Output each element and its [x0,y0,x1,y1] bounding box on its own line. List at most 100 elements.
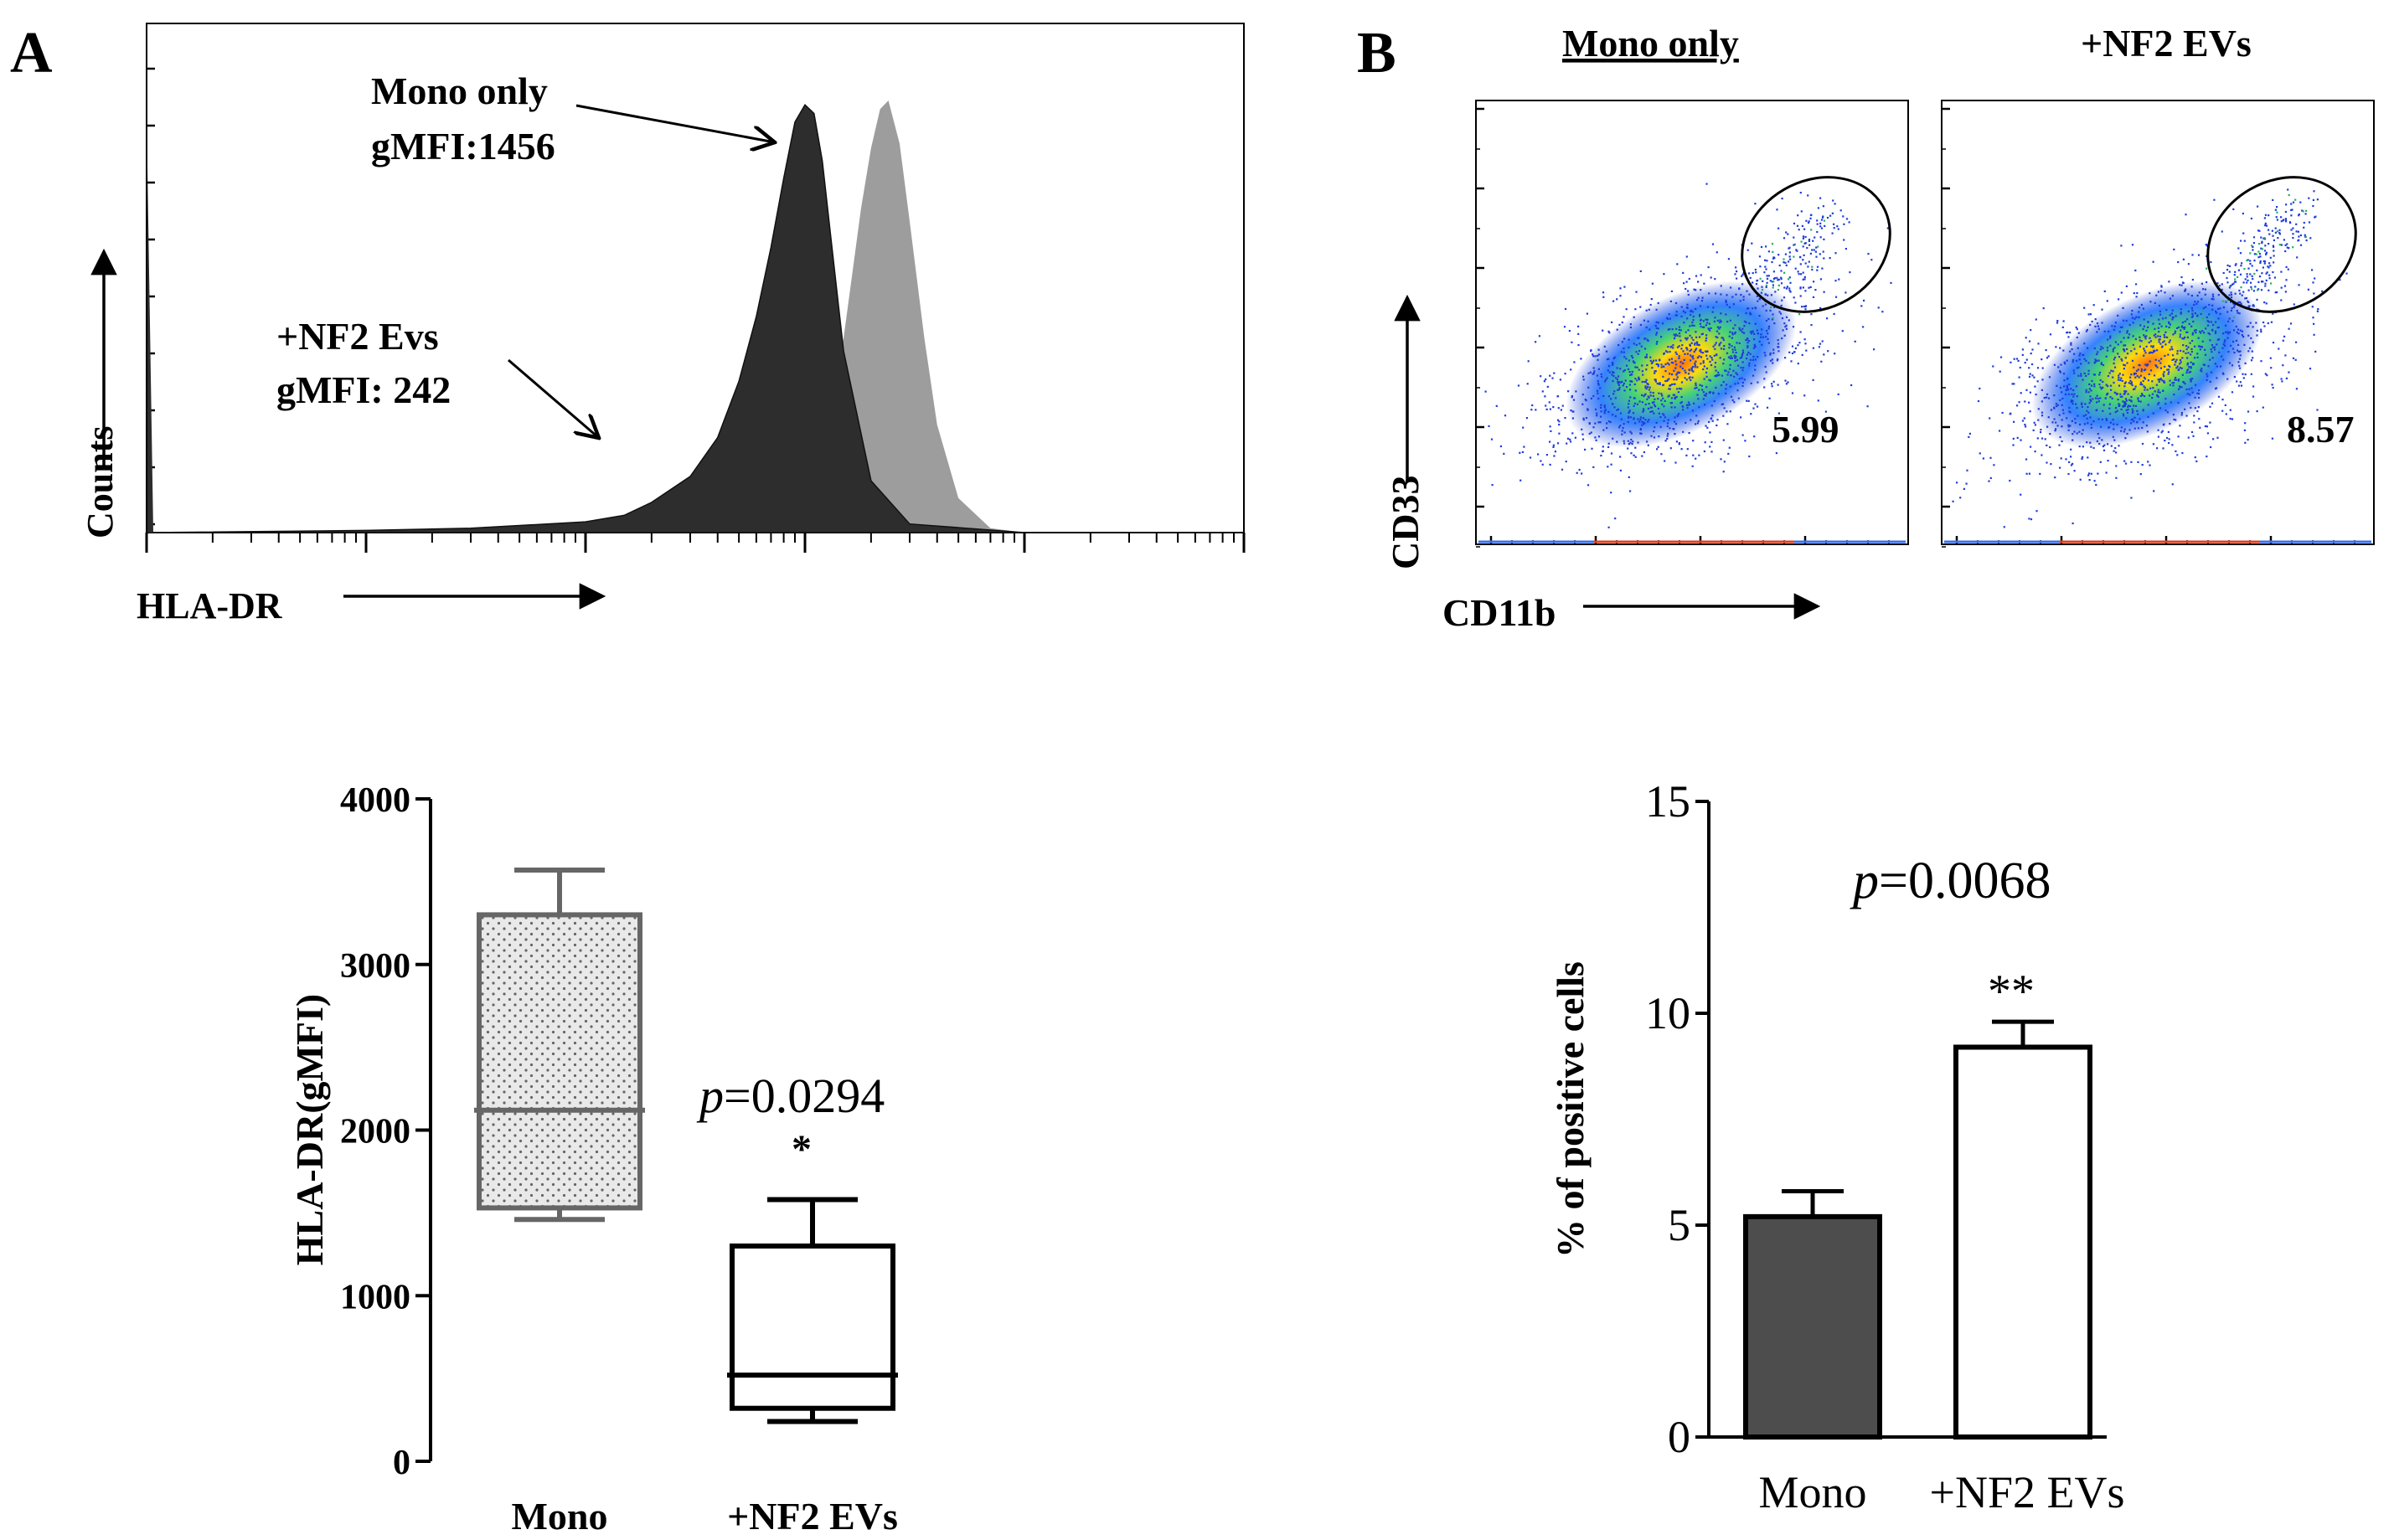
cell-dot [2187,293,2190,296]
cell-dot [2121,395,2123,398]
cell-dot [2120,341,2123,343]
cell-dot [2087,373,2090,375]
cell-dot [1819,253,1821,255]
cell-dot [1689,344,1691,347]
cell-dot [1587,372,1590,374]
cell-dot [2194,407,2196,409]
box-y-label: HLA-DR(gMFI) [288,994,331,1266]
cell-dot [2228,331,2231,333]
cell-dot [1771,385,1773,388]
cell-dot [1766,406,1769,409]
cell-dot [1801,224,1803,227]
cell-dot [2314,277,2316,280]
dotplot-cells-mono-only [1484,183,1892,528]
cell-dot [1557,407,1560,409]
cell-dot [1795,249,1798,251]
cell-dot [2202,363,2205,366]
cell-dot [1642,410,1644,413]
cell-dot [2280,299,2283,301]
cell-dot [1785,264,1788,266]
cell-dot [2216,377,2218,379]
cell-dot [2194,301,2196,303]
cell-dot [1780,276,1783,279]
cell-dot [1745,338,1747,342]
cell-dot [2161,430,2164,432]
cell-dot [2056,404,2059,406]
cell-dot [1750,382,1752,384]
cell-dot [2238,289,2241,292]
cell-dot [2166,436,2169,440]
cell-dot [2201,368,2203,370]
cell-dot [1767,325,1770,327]
cell-dot [2089,313,2092,316]
cell-dot [1736,314,1739,317]
cell-dot [1842,215,1845,218]
cell-dot [2157,389,2159,391]
cell-dot [1612,375,1615,378]
cell-dot [2235,339,2238,342]
cell-dot [2240,384,2243,387]
cell-dot [2067,424,2070,426]
cell-dot [2041,389,2043,391]
cell-dot [2190,367,2192,369]
cell-dot [1702,398,1705,400]
cell-dot [2079,478,2082,481]
cell-dot [1669,447,1672,450]
cell-dot [2147,379,2149,382]
cell-dot [2163,371,2165,373]
cell-dot [2156,447,2159,450]
cell-dot [1610,452,1613,455]
cell-dot [2101,439,2103,441]
cell-dot [1567,390,1570,393]
cell-dot [1648,396,1650,399]
cell-dot [1703,282,1705,285]
cell-dot [2162,373,2164,375]
cell-dot [2313,292,2315,295]
cell-dot [1685,255,1688,258]
cell-dot [1746,337,1749,340]
cell-dot [1719,326,1721,328]
cell-dot [1709,391,1711,394]
cell-dot [1750,332,1753,335]
cell-dot [1738,327,1741,329]
cell-dot [1796,224,1799,227]
cell-dot [1685,331,1687,333]
cell-dot [1721,337,1725,339]
cell-dot [2173,248,2175,250]
cell-dot [1653,430,1655,433]
cell-dot [1710,451,1713,453]
cell-dot [1694,363,1696,365]
cell-dot [1688,277,1690,281]
cell-dot [2171,318,2174,321]
cell-dot [1664,380,1667,383]
cell-dot [1667,317,1669,320]
cell-dot [2159,378,2162,380]
cell-dot [2239,350,2242,353]
cell-dot [1707,266,1710,269]
cell-dot [2230,301,2232,303]
cell-dot [1726,384,1728,386]
cell-dot [2308,197,2310,199]
cell-dot [1697,398,1700,400]
cell-dot [2025,337,2027,339]
cell-dot [1721,337,1723,339]
cell-dot [2158,331,2160,333]
cell-dot [1776,359,1778,362]
cell-dot [2210,371,2213,373]
cell-dot [1759,277,1762,280]
cell-dot [2183,327,2185,330]
cell-dot [1804,242,1807,245]
cell-dot [1603,406,1606,409]
cell-dot [1720,320,1722,322]
cell-dot [2046,357,2049,359]
cell-dot [1669,373,1671,375]
cell-dot [2186,336,2189,338]
cell-dot [2109,344,2112,347]
cell-dot [2185,345,2188,348]
cell-dot [2259,260,2262,263]
cell-dot [1785,287,1788,290]
cell-dot [2252,385,2255,388]
cell-dot [2136,291,2139,295]
cell-dot [2190,353,2192,356]
cell-dot [1705,183,1708,185]
